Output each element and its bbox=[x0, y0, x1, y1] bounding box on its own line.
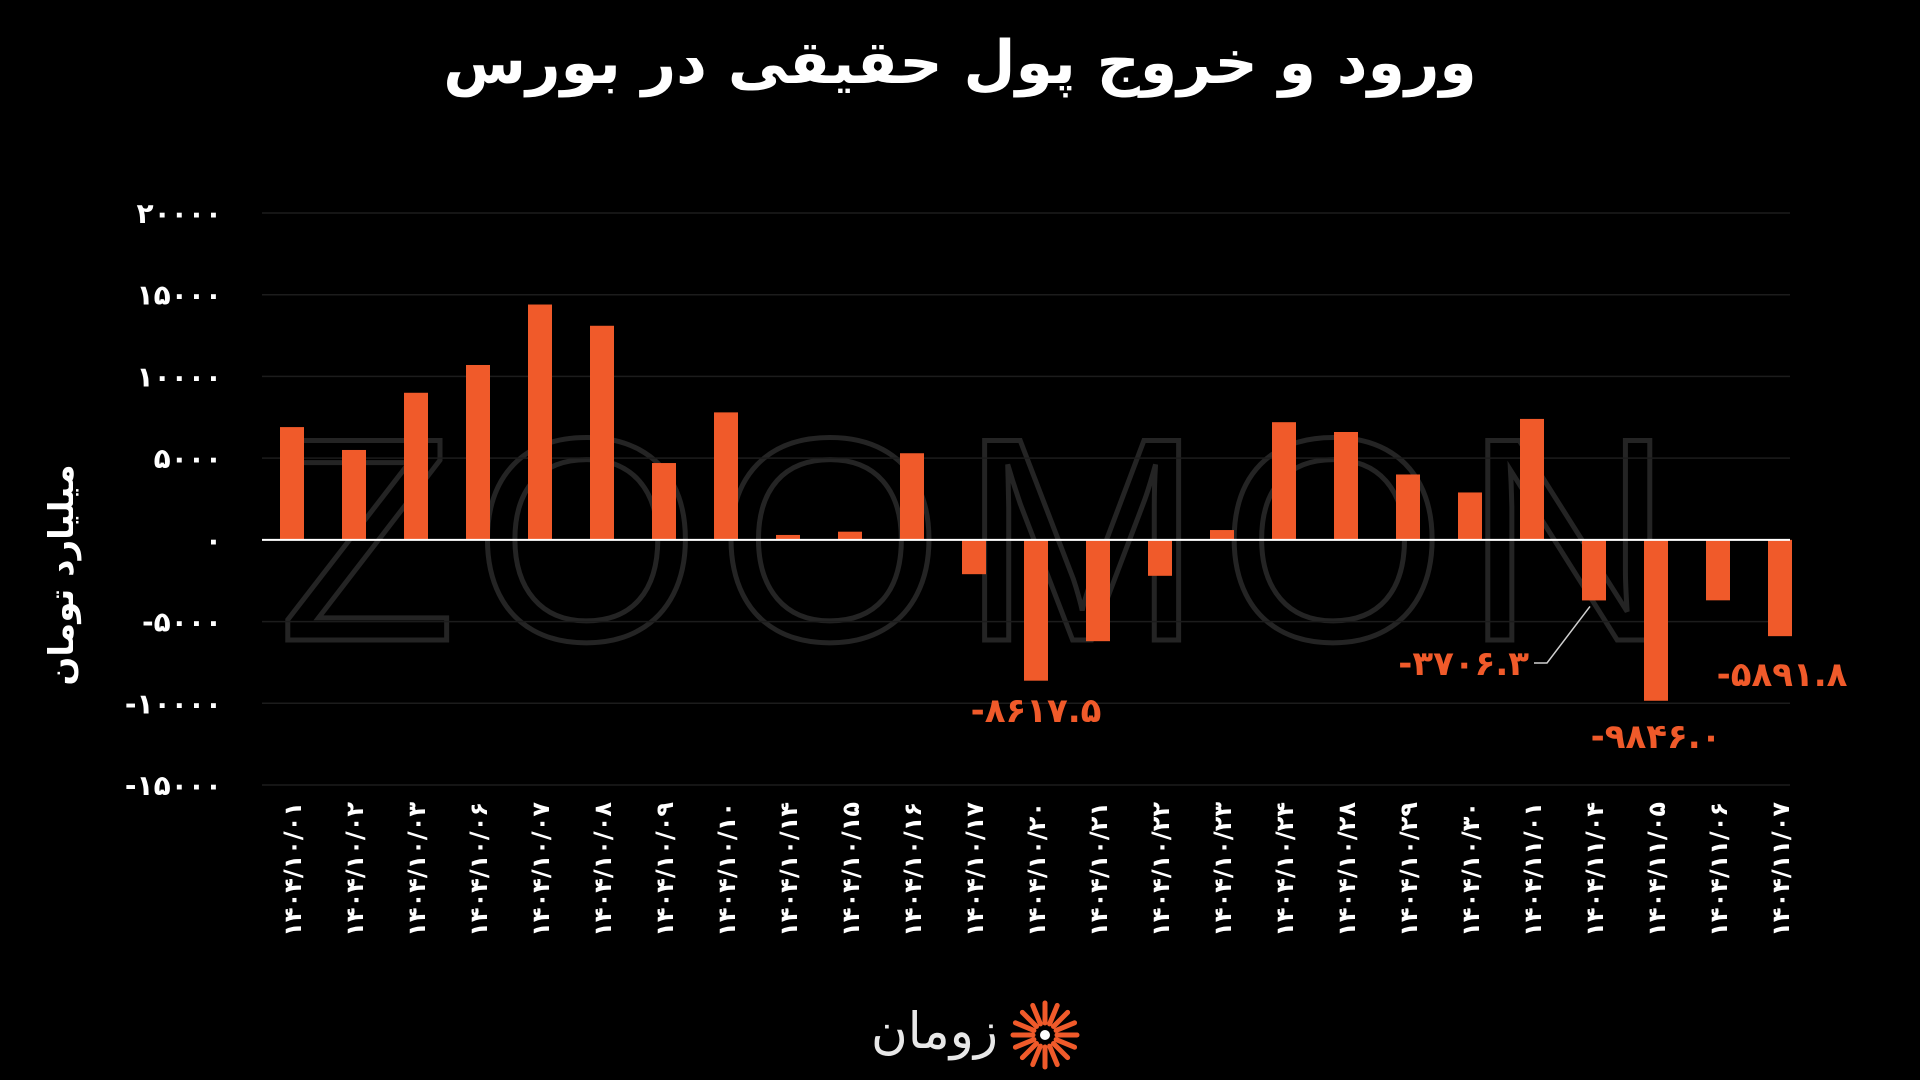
x-tick-label: ۱۴۰۴/۱۱/۰۶ bbox=[1705, 802, 1733, 937]
bar bbox=[1582, 539, 1606, 601]
bar bbox=[652, 463, 676, 540]
bar bbox=[1210, 530, 1234, 540]
x-tick-label: ۱۴۰۴/۱۰/۲۳ bbox=[1209, 802, 1237, 937]
y-tick-label: ۰ bbox=[205, 524, 222, 557]
sunburst-icon bbox=[1010, 1000, 1080, 1070]
x-tick-label: ۱۴۰۴/۱۰/۱۴ bbox=[775, 802, 803, 937]
bar bbox=[900, 453, 924, 540]
x-tick-label: ۱۴۰۴/۱۰/۱۰ bbox=[713, 802, 741, 937]
bars bbox=[280, 304, 1792, 701]
x-tick-label: ۱۴۰۴/۱۰/۱۷ bbox=[961, 802, 989, 937]
bar bbox=[528, 304, 552, 540]
data-label: -۳۷۰۶.۳ bbox=[1398, 644, 1529, 684]
x-tick-label: ۱۴۰۴/۱۰/۰۹ bbox=[651, 802, 679, 937]
x-tick-label: ۱۴۰۴/۱۰/۲۰ bbox=[1023, 802, 1051, 937]
x-tick-label: ۱۴۰۴/۱۰/۲۸ bbox=[1333, 802, 1361, 937]
brand-logo: زومان bbox=[850, 1000, 1080, 1080]
bar bbox=[280, 427, 304, 540]
x-tick-label: ۱۴۰۴/۱۰/۰۷ bbox=[527, 802, 555, 937]
x-tick-label: ۱۴۰۴/۱۱/۰۵ bbox=[1643, 802, 1671, 937]
x-tick-label: ۱۴۰۴/۱۰/۱۶ bbox=[899, 802, 927, 937]
data-label: -۹۸۴۶.۰ bbox=[1591, 717, 1722, 757]
x-tick-label: ۱۴۰۴/۱۰/۲۱ bbox=[1085, 802, 1113, 937]
brand-name: زومان bbox=[870, 1002, 998, 1060]
x-tick-label: ۱۴۰۴/۱۰/۰۳ bbox=[403, 802, 431, 937]
x-tick-label: ۱۴۰۴/۱۰/۰۲ bbox=[341, 802, 369, 937]
data-label: -۵۸۹۱.۸ bbox=[1717, 655, 1848, 695]
bar bbox=[838, 531, 862, 540]
y-axis-ticks: ۲۰۰۰۰ ۱۵۰۰۰ ۱۰۰۰۰ ۵۰۰۰ ۰ -۵۰۰۰ -۱۰۰۰۰ -۱۵۰۰۰ bbox=[125, 197, 222, 802]
bar bbox=[1272, 422, 1296, 540]
bar bbox=[466, 364, 490, 540]
x-tick-label: ۱۴۰۴/۱۰/۰۸ bbox=[589, 802, 617, 937]
bar bbox=[342, 449, 366, 540]
bar bbox=[1768, 539, 1792, 637]
bar bbox=[1644, 539, 1668, 701]
y-tick-label: ۵۰۰۰ bbox=[154, 442, 222, 475]
x-tick-label: ۱۴۰۴/۱۰/۱۵ bbox=[837, 802, 865, 937]
x-tick-label: ۱۴۰۴/۱۱/۰۴ bbox=[1581, 802, 1609, 937]
bar bbox=[1086, 539, 1110, 642]
bar bbox=[1520, 418, 1544, 540]
bar bbox=[1148, 539, 1172, 576]
bar bbox=[1396, 474, 1420, 540]
x-tick-label: ۱۴۰۴/۱۰/۲۲ bbox=[1147, 802, 1175, 937]
bar bbox=[1334, 431, 1358, 540]
annotation-leader bbox=[1534, 605, 1591, 664]
data-annotations: -۸۶۱۷.۵ -۳۷۰۶.۳ -۹۸۴۶.۰ -۵۸۹۱.۸ bbox=[971, 605, 1848, 757]
bar bbox=[1458, 492, 1482, 540]
x-tick-label: ۱۴۰۴/۱۰/۳۰ bbox=[1457, 802, 1485, 937]
bar bbox=[590, 325, 614, 540]
y-tick-label: -۵۰۰۰ bbox=[142, 606, 222, 639]
bar bbox=[1706, 539, 1730, 601]
chart-title: ورود و خروج پول حقیقی در بورس bbox=[443, 28, 1477, 98]
y-tick-label: -۱۵۰۰۰ bbox=[125, 769, 222, 802]
x-tick-label: ۱۴۰۴/۱۱/۰۷ bbox=[1767, 802, 1795, 937]
bar-chart: ZOOMON ۲۰۰۰۰۱۵۰۰۰۱۰۰۰۰۵۰۰۰۰-۵۰۰۰-۱۰۰۰۰-۱… bbox=[125, 197, 1848, 937]
data-label: -۸۶۱۷.۵ bbox=[971, 691, 1102, 731]
x-axis-ticks: ۱۴۰۴/۱۰/۰۱ ۱۴۰۴/۱۰/۰۲ ۱۴۰۴/۱۰/۰۳ ۱۴۰۴/۱۰/۰۶… bbox=[279, 802, 1795, 937]
y-tick-label: ۱۵۰۰۰ bbox=[137, 279, 222, 312]
y-axis-label: میلیارد تومان bbox=[42, 464, 82, 686]
x-tick-label: ۱۴۰۴/۱۰/۰۱ bbox=[279, 802, 307, 937]
x-tick-label: ۱۴۰۴/۱۱/۰۱ bbox=[1519, 802, 1547, 937]
bar bbox=[404, 392, 428, 540]
y-tick-label: -۱۰۰۰۰ bbox=[125, 687, 222, 720]
bar bbox=[714, 412, 738, 540]
x-tick-label: ۱۴۰۴/۱۰/۲۹ bbox=[1395, 802, 1423, 937]
bar bbox=[1024, 539, 1048, 681]
x-tick-label: ۱۴۰۴/۱۰/۲۴ bbox=[1271, 802, 1299, 937]
y-tick-label: ۲۰۰۰۰ bbox=[137, 197, 222, 230]
y-tick-label: ۱۰۰۰۰ bbox=[137, 360, 222, 393]
x-tick-label: ۱۴۰۴/۱۰/۰۶ bbox=[465, 802, 493, 937]
bar bbox=[776, 534, 800, 540]
bar bbox=[962, 539, 986, 575]
